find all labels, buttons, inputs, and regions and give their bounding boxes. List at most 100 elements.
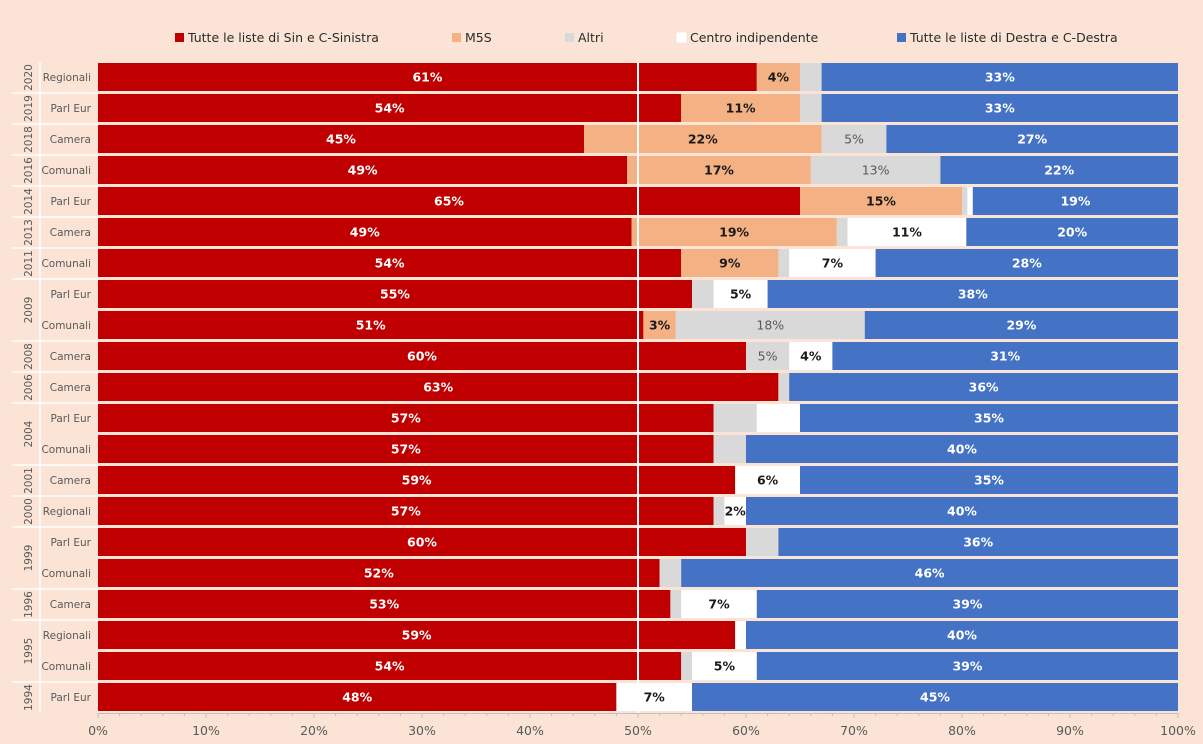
bar-segment-tutte-le-liste-di-destra-e-c-destra[interactable] — [767, 280, 1178, 308]
bar-segment-tutte-le-liste-di-sin-e-c-sinistra[interactable] — [98, 590, 671, 618]
bar-segment-m5s[interactable] — [627, 156, 811, 184]
bar-segment-centro-indipendente[interactable] — [789, 249, 876, 277]
bar-segment-altri[interactable] — [962, 187, 968, 215]
data-label-tutte-le-liste-di-destra-e-c-destra: 28% — [1012, 256, 1042, 271]
bar-segment-altri[interactable] — [713, 435, 746, 463]
bar-segment-tutte-le-liste-di-destra-e-c-destra[interactable] — [746, 497, 1178, 525]
bar-segment-centro-indipendente[interactable] — [847, 218, 967, 246]
bar-segment-tutte-le-liste-di-destra-e-c-destra[interactable] — [746, 621, 1178, 649]
bar-segment-tutte-le-liste-di-destra-e-c-destra[interactable] — [756, 590, 1178, 618]
bar-segment-m5s[interactable] — [584, 125, 822, 153]
data-label-tutte-le-liste-di-sin-e-c-sinistra: 61% — [412, 70, 442, 85]
bar-segment-tutte-le-liste-di-sin-e-c-sinistra[interactable] — [98, 683, 617, 711]
bar-segment-centro-indipendente[interactable] — [756, 404, 800, 432]
year-label-1996: 1996 — [23, 591, 35, 618]
bar-segment-tutte-le-liste-di-sin-e-c-sinistra[interactable] — [98, 187, 800, 215]
bar-segment-tutte-le-liste-di-destra-e-c-destra[interactable] — [692, 683, 1178, 711]
bar-segment-m5s[interactable] — [631, 218, 837, 246]
row-label-regionali: Regionali — [43, 72, 91, 84]
legend-swatch-altri[interactable] — [565, 33, 574, 42]
bar-segment-centro-indipendente[interactable] — [789, 342, 833, 370]
data-label-tutte-le-liste-di-sin-e-c-sinistra: 49% — [348, 163, 378, 178]
bar-segment-m5s[interactable] — [643, 311, 676, 339]
bar-segment-tutte-le-liste-di-destra-e-c-destra[interactable] — [821, 63, 1178, 91]
legend-label-tutte-le-liste-di-sin-e-c-sinistra[interactable]: Tutte le liste di Sin e C-Sinistra — [187, 30, 379, 45]
bar-segment-altri[interactable] — [800, 63, 822, 91]
bar-segment-tutte-le-liste-di-sin-e-c-sinistra[interactable] — [98, 280, 692, 308]
bar-segment-m5s[interactable] — [681, 94, 800, 122]
bar-segment-altri[interactable] — [746, 342, 790, 370]
bar-segment-tutte-le-liste-di-sin-e-c-sinistra[interactable] — [98, 156, 628, 184]
bar-segment-tutte-le-liste-di-sin-e-c-sinistra[interactable] — [98, 466, 736, 494]
bar-segment-tutte-le-liste-di-destra-e-c-destra[interactable] — [789, 373, 1178, 401]
bar-segment-altri[interactable] — [659, 559, 682, 587]
legend-swatch-m5s[interactable] — [452, 33, 461, 42]
bar-segment-tutte-le-liste-di-sin-e-c-sinistra[interactable] — [98, 249, 682, 277]
bar-segment-centro-indipendente[interactable] — [967, 187, 973, 215]
bar-segment-tutte-le-liste-di-destra-e-c-destra[interactable] — [972, 187, 1178, 215]
bar-segment-altri[interactable] — [836, 218, 848, 246]
bar-segment-tutte-le-liste-di-destra-e-c-destra[interactable] — [746, 435, 1178, 463]
bar-segment-centro-indipendente[interactable] — [735, 466, 800, 494]
legend-swatch-centro-indipendente[interactable] — [676, 32, 687, 43]
bar-segment-tutte-le-liste-di-destra-e-c-destra[interactable] — [875, 249, 1178, 277]
bar-segment-tutte-le-liste-di-sin-e-c-sinistra[interactable] — [98, 559, 660, 587]
legend-swatch-tutte-le-liste-di-sin-e-c-sinistra[interactable] — [175, 33, 184, 42]
bar-segment-tutte-le-liste-di-sin-e-c-sinistra[interactable] — [98, 311, 644, 339]
bar-segment-tutte-le-liste-di-sin-e-c-sinistra[interactable] — [98, 373, 779, 401]
legend-label-altri[interactable]: Altri — [578, 30, 604, 45]
bar-segment-tutte-le-liste-di-destra-e-c-destra[interactable] — [966, 218, 1178, 246]
bar-segment-altri[interactable] — [670, 590, 682, 618]
x-tick-label: 90% — [1056, 723, 1084, 738]
bar-segment-altri[interactable] — [713, 497, 725, 525]
bar-segment-altri[interactable] — [810, 156, 941, 184]
data-label-altri: 5% — [844, 132, 864, 147]
bar-segment-tutte-le-liste-di-destra-e-c-destra[interactable] — [864, 311, 1178, 339]
bar-segment-tutte-le-liste-di-destra-e-c-destra[interactable] — [756, 652, 1178, 680]
bar-segment-tutte-le-liste-di-destra-e-c-destra[interactable] — [832, 342, 1178, 370]
bar-segment-centro-indipendente[interactable] — [724, 497, 746, 525]
bar-segment-altri[interactable] — [800, 94, 822, 122]
bar-segment-tutte-le-liste-di-destra-e-c-destra[interactable] — [778, 528, 1178, 556]
bar-segment-tutte-le-liste-di-destra-e-c-destra[interactable] — [800, 404, 1178, 432]
bar-segment-m5s[interactable] — [800, 187, 962, 215]
bar-segment-tutte-le-liste-di-sin-e-c-sinistra[interactable] — [98, 652, 682, 680]
bar-segment-tutte-le-liste-di-destra-e-c-destra[interactable] — [886, 125, 1178, 153]
legend-label-centro-indipendente[interactable]: Centro indipendente — [690, 30, 819, 45]
data-label-tutte-le-liste-di-destra-e-c-destra: 35% — [974, 411, 1004, 426]
year-label-2004: 2004 — [23, 420, 35, 447]
bar-segment-tutte-le-liste-di-sin-e-c-sinistra[interactable] — [98, 63, 757, 91]
bar-segment-m5s[interactable] — [756, 63, 800, 91]
bar-segment-tutte-le-liste-di-destra-e-c-destra[interactable] — [940, 156, 1178, 184]
bar-segment-centro-indipendente[interactable] — [713, 280, 768, 308]
row-label-regionali: Regionali — [43, 630, 91, 642]
legend-label-tutte-le-liste-di-destra-e-c-destra[interactable]: Tutte le liste di Destra e C-Destra — [909, 30, 1118, 45]
x-tick-label: 0% — [88, 723, 108, 738]
bar-segment-centro-indipendente[interactable] — [692, 652, 757, 680]
bar-segment-tutte-le-liste-di-sin-e-c-sinistra[interactable] — [98, 621, 736, 649]
bar-segment-altri[interactable] — [778, 373, 790, 401]
legend-label-m5s[interactable]: M5S — [465, 30, 492, 45]
bar-segment-altri[interactable] — [778, 249, 790, 277]
bar-segment-tutte-le-liste-di-sin-e-c-sinistra[interactable] — [98, 404, 714, 432]
bar-segment-centro-indipendente[interactable] — [616, 683, 692, 711]
bar-segment-tutte-le-liste-di-sin-e-c-sinistra[interactable] — [98, 94, 682, 122]
bar-segment-altri[interactable] — [746, 528, 779, 556]
bar-segment-tutte-le-liste-di-sin-e-c-sinistra[interactable] — [98, 497, 714, 525]
bar-segment-altri[interactable] — [821, 125, 887, 153]
bar-segment-centro-indipendente[interactable] — [681, 590, 757, 618]
bar-segment-tutte-le-liste-di-destra-e-c-destra[interactable] — [800, 466, 1178, 494]
legend-swatch-tutte-le-liste-di-destra-e-c-destra[interactable] — [897, 33, 906, 42]
bar-segment-centro-indipendente[interactable] — [735, 621, 746, 649]
bar-segment-altri[interactable] — [692, 280, 714, 308]
bar-segment-altri[interactable] — [681, 652, 692, 680]
bar-segment-tutte-le-liste-di-destra-e-c-destra[interactable] — [681, 559, 1178, 587]
bar-segment-m5s[interactable] — [681, 249, 779, 277]
bar-segment-altri[interactable] — [675, 311, 865, 339]
bar-segment-altri[interactable] — [713, 404, 757, 432]
bar-segment-tutte-le-liste-di-sin-e-c-sinistra[interactable] — [98, 435, 714, 463]
bar-segment-tutte-le-liste-di-sin-e-c-sinistra[interactable] — [98, 125, 584, 153]
bar-segment-tutte-le-liste-di-sin-e-c-sinistra[interactable] — [98, 218, 632, 246]
bar-segment-tutte-le-liste-di-destra-e-c-destra[interactable] — [821, 94, 1178, 122]
